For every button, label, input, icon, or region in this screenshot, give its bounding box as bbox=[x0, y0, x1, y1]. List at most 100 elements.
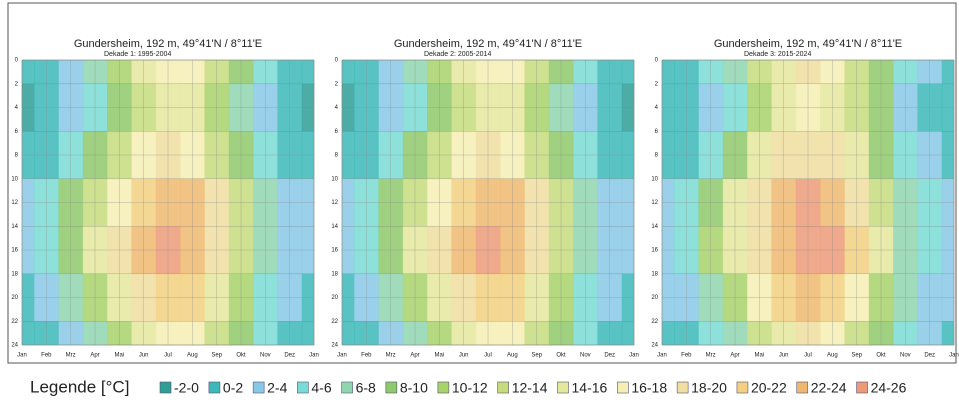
x-tick-label: Aug bbox=[187, 353, 198, 359]
x-tick-label: Jun bbox=[779, 353, 789, 359]
cell bbox=[58, 60, 84, 85]
x-tick-label: Okt bbox=[876, 353, 886, 359]
legend-swatch bbox=[437, 381, 450, 394]
y-tick-label: 18 bbox=[331, 271, 338, 277]
x-tick-label: Sep bbox=[531, 353, 542, 359]
legend-label: 6-8 bbox=[356, 380, 376, 396]
y-tick-label: 10 bbox=[11, 176, 18, 182]
y-tick-label: 4 bbox=[335, 105, 339, 111]
x-tick-label: Aug bbox=[507, 353, 518, 359]
plot-border bbox=[21, 59, 315, 346]
y-tick-label: 2 bbox=[15, 81, 19, 87]
x-tick-label: Sep bbox=[851, 353, 862, 359]
legend-label: 20-22 bbox=[751, 380, 787, 396]
cell bbox=[451, 321, 477, 345]
cell bbox=[893, 60, 918, 85]
x-tick-label: Jan bbox=[17, 353, 27, 359]
y-tick-label: 0 bbox=[655, 58, 659, 64]
y-tick-label: 2 bbox=[335, 81, 339, 87]
legend-swatch bbox=[341, 381, 353, 394]
legend-swatch bbox=[617, 381, 629, 394]
x-tick-label: Mrz bbox=[706, 353, 716, 359]
cell bbox=[34, 321, 59, 345]
x-tick-label: Okt bbox=[236, 353, 246, 359]
cell bbox=[342, 60, 355, 85]
x-tick-label: Feb bbox=[361, 353, 372, 359]
cell bbox=[573, 60, 598, 85]
cell bbox=[662, 321, 675, 345]
x-tick-label: Jul bbox=[164, 353, 172, 359]
cell bbox=[621, 321, 634, 345]
y-tick-label: 14 bbox=[331, 224, 338, 230]
cell bbox=[893, 321, 918, 345]
cell bbox=[941, 321, 954, 345]
legend-swatch bbox=[159, 381, 172, 394]
y-tick-label: 22 bbox=[651, 319, 658, 325]
x-tick-label: Apr bbox=[730, 353, 739, 359]
y-tick-label: 12 bbox=[651, 200, 658, 206]
y-tick-label: 16 bbox=[331, 248, 338, 254]
x-tick-label: Dez bbox=[604, 353, 615, 359]
frame bbox=[7, 2, 957, 364]
y-tick-label: 18 bbox=[651, 271, 658, 277]
cell bbox=[22, 60, 35, 85]
cell bbox=[820, 60, 845, 85]
legend-label: 18-20 bbox=[691, 380, 727, 396]
x-tick-label: Jun bbox=[139, 353, 149, 359]
x-tick-label: Dez bbox=[924, 353, 935, 359]
legend-swatch bbox=[557, 381, 569, 394]
x-tick-label: Nov bbox=[900, 353, 911, 359]
cell bbox=[378, 60, 404, 85]
y-tick-label: 0 bbox=[15, 58, 19, 64]
x-tick-label: Jun bbox=[459, 353, 469, 359]
cell bbox=[342, 321, 355, 345]
y-tick-label: 4 bbox=[15, 105, 19, 111]
y-tick-label: 6 bbox=[335, 129, 339, 135]
y-tick-label: 16 bbox=[11, 248, 18, 254]
y-tick-label: 24 bbox=[11, 343, 18, 349]
x-tick-label: Jan bbox=[309, 353, 319, 359]
legend-label: 14-16 bbox=[572, 380, 608, 396]
legend-label: 8-10 bbox=[400, 380, 428, 396]
cell bbox=[277, 60, 303, 85]
y-tick-label: 8 bbox=[655, 153, 659, 159]
x-tick-label: Dez bbox=[284, 353, 295, 359]
plot-border bbox=[661, 59, 955, 346]
x-tick-label: Mai bbox=[114, 353, 124, 359]
cell bbox=[301, 60, 314, 85]
x-tick-label: Feb bbox=[41, 353, 52, 359]
chart-title: Gundersheim, 192 m, 49°41'N / 8°11'E bbox=[714, 38, 902, 50]
cell bbox=[747, 321, 772, 345]
x-tick-label: Nov bbox=[260, 353, 271, 359]
x-tick-label: Apr bbox=[410, 353, 419, 359]
legend-title: Legende [°C] bbox=[30, 377, 129, 396]
y-tick-label: 8 bbox=[15, 153, 19, 159]
y-tick-label: 4 bbox=[655, 105, 659, 111]
x-tick-label: Jan bbox=[657, 353, 667, 359]
x-tick-label: Aug bbox=[827, 353, 838, 359]
x-tick-label: Jul bbox=[484, 353, 492, 359]
legend-label: 12-14 bbox=[512, 380, 548, 396]
y-tick-label: 10 bbox=[651, 176, 658, 182]
legend-label: 22-24 bbox=[811, 380, 847, 396]
y-tick-label: 12 bbox=[331, 200, 338, 206]
y-tick-label: 16 bbox=[651, 248, 658, 254]
y-tick-label: 2 bbox=[655, 81, 659, 87]
chart-subtitle: Dekade 1: 1995-2004 bbox=[104, 51, 171, 58]
cell bbox=[820, 321, 845, 345]
y-tick-label: 22 bbox=[11, 319, 18, 325]
legend-label: 10-12 bbox=[452, 380, 488, 396]
cell bbox=[621, 60, 634, 85]
y-tick-label: 10 bbox=[331, 176, 338, 182]
cell bbox=[378, 321, 404, 345]
legend-label: 16-18 bbox=[631, 380, 667, 396]
cell bbox=[34, 60, 59, 85]
cell bbox=[451, 60, 477, 85]
y-tick-label: 18 bbox=[11, 271, 18, 277]
y-tick-label: 24 bbox=[331, 343, 338, 349]
cell bbox=[941, 60, 954, 85]
legend-swatch bbox=[856, 381, 868, 394]
y-tick-label: 24 bbox=[651, 343, 658, 349]
legend-label: 24-26 bbox=[871, 380, 907, 396]
